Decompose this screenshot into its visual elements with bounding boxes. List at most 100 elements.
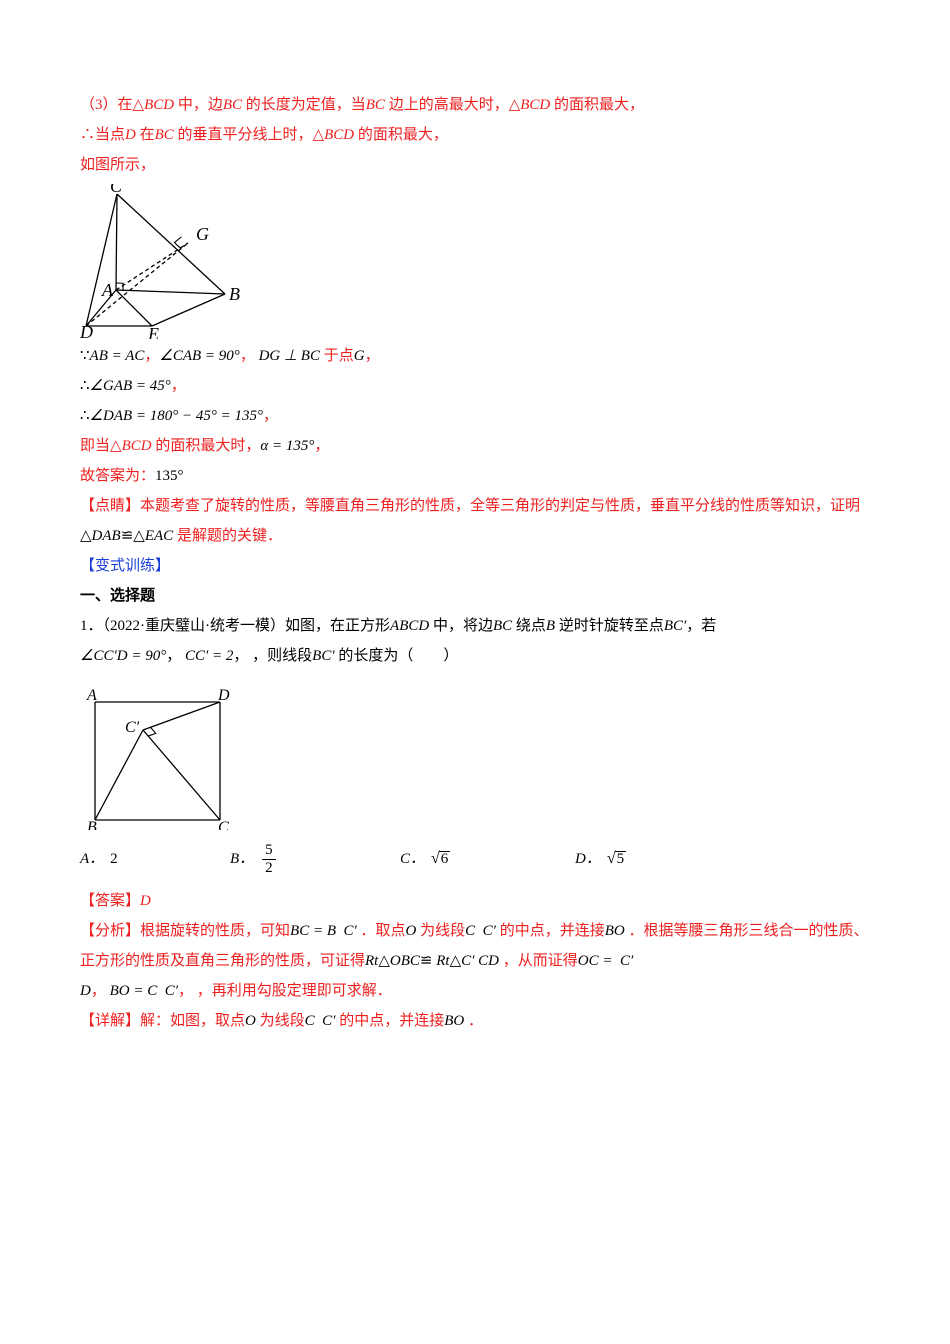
- D-pt: D: [125, 127, 136, 143]
- t: ，再利用勾股定理即可求解．: [197, 983, 392, 999]
- ans-choice: D: [140, 893, 151, 909]
- eq1: ∵AB = AC，∠CAB = 90°， DG ⊥ BC 于点G，: [80, 341, 870, 371]
- analysis-label: 【分析】: [80, 923, 140, 939]
- eq3: ∴∠DAB = 180° − 45° = 135°，: [80, 401, 870, 431]
- para3-line2: ∴当点D 在BC 的垂直平分线上时，△BCD 的面积最大，: [80, 120, 870, 150]
- O: O: [406, 923, 417, 939]
- t: 为线段: [420, 923, 465, 939]
- BCD-2: BCD: [520, 97, 550, 113]
- q1-src: （2022·重庆璧山·统考一模）: [103, 618, 286, 634]
- t: ，: [178, 983, 193, 999]
- num: 5: [262, 842, 276, 860]
- BC-1: BC: [223, 97, 242, 113]
- section-1-title: 一、选择题: [80, 581, 870, 611]
- t: ，从而证得: [503, 953, 578, 969]
- t: 即当: [80, 438, 110, 454]
- eq: DG ⊥ BC: [259, 348, 320, 364]
- O2: O: [245, 1013, 256, 1029]
- therefore: ∴: [80, 378, 90, 394]
- BCD-3: BCD: [324, 127, 354, 143]
- B-pt: B: [546, 618, 555, 634]
- Cp: C′: [322, 1013, 335, 1029]
- choice-A[interactable]: A． 2: [80, 842, 230, 876]
- eq2: ∴∠GAB = 45°，: [80, 371, 870, 401]
- eq: ∠DAB = 180° − 45° = 135°: [90, 408, 263, 424]
- svg-text:A: A: [101, 280, 114, 300]
- figure-2: ADBCC′: [80, 685, 870, 830]
- rad: 5: [615, 851, 627, 867]
- svg-text:C: C: [110, 184, 123, 196]
- tri-5: △: [80, 528, 92, 544]
- t: ，: [365, 348, 380, 364]
- t: 故答案为：: [80, 468, 155, 484]
- answer: 【答案】D: [80, 886, 870, 916]
- t: 的长度为定值，当: [246, 97, 366, 113]
- para3-line1: （3）在△BCD 中，边BC 的长度为定值，当BC 边上的高最大时，△BCD 的…: [80, 90, 870, 120]
- choice-C-sqrt: √6: [431, 851, 450, 867]
- BO: BO = C: [110, 983, 158, 999]
- D: D: [80, 983, 91, 999]
- Cp: C′: [483, 923, 496, 939]
- OBC: OBC: [390, 953, 420, 969]
- svg-text:A: A: [86, 687, 97, 704]
- ans-val: 135°: [155, 468, 184, 484]
- alpha: α = 135°: [260, 438, 314, 454]
- t: ∴当点: [80, 127, 125, 143]
- t: 本题考查了旋转的性质，等腰直角三角形的性质，全等三角形的判定与性质，垂直平分线的…: [140, 498, 860, 514]
- t: 逆时针旋转至点: [559, 618, 664, 634]
- detail-label: 【详解】: [80, 1013, 140, 1029]
- BCD-4: BCD: [122, 438, 152, 454]
- svg-text:G: G: [196, 224, 209, 244]
- C: C: [305, 1013, 315, 1029]
- t: 边上的高最大时，: [389, 97, 509, 113]
- figure-1: CGABDE: [80, 184, 870, 339]
- Rt: Rt: [365, 953, 378, 969]
- BCp: BC′: [664, 618, 686, 634]
- t: 根据旋转的性质，可知: [140, 923, 290, 939]
- choice-D-sqrt: √5: [607, 851, 626, 867]
- choice-B[interactable]: B． 5 2: [230, 842, 400, 876]
- answer-line: 故答案为：135°: [80, 461, 870, 491]
- BC-2: BC: [366, 97, 385, 113]
- choice-A-label: A．: [80, 844, 104, 874]
- tri-1: △: [133, 97, 145, 113]
- BO: BO: [605, 923, 625, 939]
- t: ，: [166, 648, 181, 664]
- svg-text:E: E: [147, 324, 159, 339]
- tri-2: △: [509, 97, 521, 113]
- choice-C-label: C．: [400, 844, 425, 874]
- eq: ∠GAB = 45°: [90, 378, 171, 394]
- comment-label: 【点睛】: [80, 498, 140, 514]
- tri-4: △: [110, 438, 122, 454]
- CCp: CC′ = 2: [185, 648, 233, 664]
- t: 在: [140, 127, 155, 143]
- t: ，: [240, 348, 255, 364]
- q1-line1: 1．（2022·重庆璧山·统考一模）如图，在正方形ABCD 中，将边BC 绕点B…: [80, 611, 870, 641]
- svg-text:C′: C′: [125, 719, 140, 736]
- therefore: ∴: [80, 408, 90, 424]
- t: ，: [314, 438, 329, 454]
- t: 中，边: [178, 97, 223, 113]
- q1-num: 1．: [80, 618, 103, 634]
- CD: CD: [478, 953, 499, 969]
- t: ．: [468, 1013, 483, 1029]
- ans-label: 【答案】: [80, 893, 140, 909]
- t: 的垂直平分线上时，: [178, 127, 313, 143]
- ABCD: ABCD: [390, 618, 429, 634]
- t: 的面积最大时，: [155, 438, 260, 454]
- Rt: Rt: [436, 953, 449, 969]
- choice-D[interactable]: D． √5: [575, 842, 695, 876]
- Cp: C′: [165, 983, 178, 999]
- choices: A． 2 B． 5 2 C． √6 D． √5: [80, 842, 870, 876]
- BO: BO: [444, 1013, 464, 1029]
- t: ，: [144, 348, 159, 364]
- eq: ∠CAB = 90°: [159, 348, 239, 364]
- choice-C[interactable]: C． √6: [400, 842, 575, 876]
- t: 于点: [324, 348, 354, 364]
- svg-text:D: D: [80, 322, 93, 339]
- svg-text:C: C: [218, 819, 229, 830]
- t: 的面积最大，: [554, 97, 644, 113]
- analysis: 【分析】根据旋转的性质，可知BC = B C′ ．取点O 为线段C C′ 的中点…: [80, 916, 870, 1006]
- t: ，: [91, 983, 106, 999]
- t: 的中点，并连接: [500, 923, 605, 939]
